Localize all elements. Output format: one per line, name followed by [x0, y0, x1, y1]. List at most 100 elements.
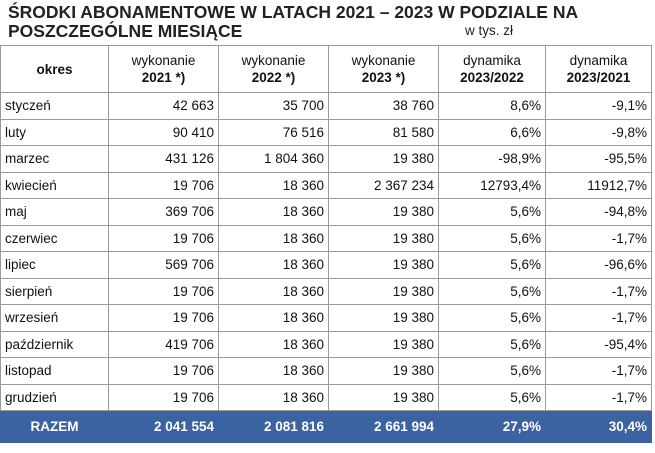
header-2023-top: wykonanie	[351, 53, 416, 68]
subscription-funds-table: okres wykonanie 2021 *) wykonanie 2022 *…	[0, 45, 652, 443]
cell-month: lipiec	[0, 251, 109, 279]
header-2022: wykonanie 2022 *)	[218, 45, 329, 93]
cell-dyn-2023-2022: 5,6%	[438, 224, 546, 252]
header-okres-label: okres	[36, 61, 73, 77]
header-dyn-2023-2021-bottom: 2023/2021	[566, 70, 631, 85]
cell-dyn-2023-2021: -94,8%	[545, 198, 652, 226]
cell-dyn-2023-2021: -1,7%	[545, 277, 652, 305]
total-2022: 2 081 816	[218, 410, 329, 443]
cell-dyn-2023-2021: -1,7%	[545, 224, 652, 252]
table-row: czerwiec 19 706 18 360 19 380 5,6% -1,7%	[0, 224, 652, 252]
cell-value-2022: 18 360	[218, 198, 329, 226]
cell-value-2021: 19 706	[108, 171, 219, 199]
cell-dyn-2023-2022: 5,6%	[438, 277, 546, 305]
header-2021-bottom: 2021 *)	[141, 70, 186, 85]
total-2023: 2 661 994	[328, 410, 439, 443]
page-title: ŚRODKI ABONAMENTOWE W LATACH 2021 – 2023…	[8, 3, 648, 41]
cell-value-2021: 569 706	[108, 251, 219, 279]
cell-dyn-2023-2021: -95,5%	[545, 145, 652, 173]
table-row: maj 369 706 18 360 19 380 5,6% -94,8%	[0, 198, 652, 226]
table-row: lipiec 569 706 18 360 19 380 5,6% -96,6%	[0, 251, 652, 279]
cell-dyn-2023-2022: 12793,4%	[438, 171, 546, 199]
cell-value-2022: 18 360	[218, 251, 329, 279]
table-header: okres wykonanie 2021 *) wykonanie 2022 *…	[0, 45, 652, 93]
cell-month: listopad	[0, 357, 109, 385]
cell-month: czerwiec	[0, 224, 109, 252]
cell-value-2023: 19 380	[328, 304, 439, 332]
header-dyn-2023-2021-top: dynamika	[569, 53, 628, 68]
cell-value-2021: 19 706	[108, 304, 219, 332]
cell-value-2021: 369 706	[108, 198, 219, 226]
table-row: sierpień 19 706 18 360 19 380 5,6% -1,7%	[0, 277, 652, 305]
cell-value-2021: 42 663	[108, 92, 219, 120]
cell-month: październik	[0, 330, 109, 358]
cell-value-2022: 18 360	[218, 277, 329, 305]
total-row: RAZEM 2 041 554 2 081 816 2 661 994 27,9…	[0, 410, 652, 443]
cell-month: grudzień	[0, 383, 109, 411]
header-2023-bottom: 2023 *)	[361, 70, 406, 85]
total-dyn-2023-2021: 30,4%	[545, 410, 652, 443]
cell-value-2022: 76 516	[218, 118, 329, 146]
cell-value-2023: 19 380	[328, 330, 439, 358]
cell-dyn-2023-2022: 5,6%	[438, 304, 546, 332]
table-row: styczeń 42 663 35 700 38 760 8,6% -9,1%	[0, 92, 652, 120]
header-dyn-2023-2022: dynamika 2023/2022	[438, 45, 546, 93]
cell-value-2023: 19 380	[328, 224, 439, 252]
header-okres: okres	[0, 45, 109, 93]
cell-value-2023: 19 380	[328, 251, 439, 279]
cell-value-2021: 90 410	[108, 118, 219, 146]
cell-dyn-2023-2022: 5,6%	[438, 198, 546, 226]
cell-value-2022: 18 360	[218, 383, 329, 411]
cell-value-2022: 18 360	[218, 357, 329, 385]
cell-dyn-2023-2021: -9,1%	[545, 92, 652, 120]
table-row: kwiecień 19 706 18 360 2 367 234 12793,4% 119…	[0, 171, 652, 199]
cell-dyn-2023-2021: -1,7%	[545, 357, 652, 385]
header-2021-top: wykonanie	[131, 53, 196, 68]
cell-value-2023: 2 367 234	[328, 171, 439, 199]
cell-dyn-2023-2021: -1,7%	[545, 383, 652, 411]
cell-dyn-2023-2022: 5,6%	[438, 383, 546, 411]
table-row: grudzień 19 706 18 360 19 380 5,6% -1,7%	[0, 383, 652, 411]
cell-dyn-2023-2021: -96,6%	[545, 251, 652, 279]
cell-value-2023: 19 380	[328, 277, 439, 305]
cell-value-2022: 18 360	[218, 330, 329, 358]
header-dyn-2023-2021: dynamika 2023/2021	[545, 45, 652, 93]
cell-value-2022: 35 700	[218, 92, 329, 120]
cell-dyn-2023-2021: 11912,7%	[545, 171, 652, 199]
header-dyn-2023-2022-top: dynamika	[463, 53, 521, 68]
cell-dyn-2023-2022: -98,9%	[438, 145, 546, 173]
cell-value-2023: 38 760	[328, 92, 439, 120]
cell-value-2021: 19 706	[108, 224, 219, 252]
cell-month: styczeń	[0, 92, 109, 120]
cell-value-2022: 18 360	[218, 171, 329, 199]
cell-value-2021: 19 706	[108, 357, 219, 385]
unit-label: w tys. zł	[465, 23, 514, 38]
cell-value-2021: 19 706	[108, 383, 219, 411]
table-body: styczeń 42 663 35 700 38 760 8,6% -9,1% luty 90…	[0, 92, 652, 411]
cell-month: sierpień	[0, 277, 109, 305]
cell-value-2023: 19 380	[328, 145, 439, 173]
table-row: marzec 431 126 1 804 360 19 380 -98,9% -95,5%	[0, 145, 652, 173]
cell-value-2021: 431 126	[108, 145, 219, 173]
header-2022-bottom: 2022 *)	[251, 70, 296, 85]
cell-dyn-2023-2022: 5,6%	[438, 330, 546, 358]
cell-value-2021: 19 706	[108, 277, 219, 305]
cell-month: marzec	[0, 145, 109, 173]
cell-month: luty	[0, 118, 109, 146]
cell-dyn-2023-2022: 5,6%	[438, 251, 546, 279]
table-row: listopad 19 706 18 360 19 380 5,6% -1,7%	[0, 357, 652, 385]
cell-value-2023: 19 380	[328, 383, 439, 411]
title-line-1: ŚRODKI ABONAMENTOWE W LATACH 2021 – 2023…	[8, 2, 579, 22]
cell-dyn-2023-2021: -1,7%	[545, 304, 652, 332]
total-dyn-2023-2022: 27,9%	[438, 410, 546, 443]
cell-month: maj	[0, 198, 109, 226]
title-line-2: POSZCZEGÓLNE MIESIĄCE	[8, 21, 243, 41]
table-row: październik 419 706 18 360 19 380 5,6% -95,4%	[0, 330, 652, 358]
header-2021: wykonanie 2021 *)	[108, 45, 219, 93]
table-row: luty 90 410 76 516 81 580 6,6% -9,8%	[0, 118, 652, 146]
cell-dyn-2023-2022: 6,6%	[438, 118, 546, 146]
cell-value-2023: 19 380	[328, 357, 439, 385]
cell-dyn-2023-2022: 5,6%	[438, 357, 546, 385]
cell-month: wrzesień	[0, 304, 109, 332]
table-row: wrzesień 19 706 18 360 19 380 5,6% -1,7%	[0, 304, 652, 332]
